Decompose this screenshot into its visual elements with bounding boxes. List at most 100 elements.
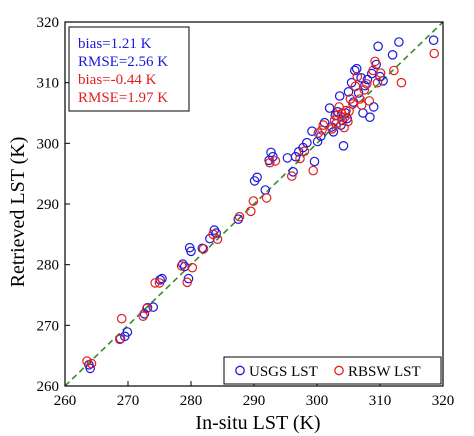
data-point bbox=[354, 94, 365, 104]
data-point bbox=[356, 73, 366, 83]
data-point bbox=[234, 211, 245, 222]
data-point bbox=[186, 246, 196, 257]
data-point bbox=[288, 167, 298, 177]
axes-layer: 260 270 280 290 300 310 320 260 270 280 290 300 310 3… bbox=[37, 15, 455, 409]
x-tick-label: 280 bbox=[180, 393, 203, 409]
data-point bbox=[349, 65, 360, 76]
data-point bbox=[178, 259, 188, 269]
x-axis-label: In-situ LST (K) bbox=[195, 412, 320, 434]
data-point bbox=[148, 302, 158, 312]
data-point bbox=[209, 225, 220, 235]
data-point bbox=[352, 71, 363, 82]
x-tick-label: 290 bbox=[243, 393, 266, 409]
data-point bbox=[307, 126, 317, 136]
data-point bbox=[375, 68, 386, 78]
data-point bbox=[150, 278, 160, 288]
data-point bbox=[115, 334, 125, 345]
data-point bbox=[429, 48, 439, 59]
data-point bbox=[299, 146, 310, 156]
data-point bbox=[364, 96, 375, 106]
legend-label-rbsw: RBSW LST bbox=[348, 364, 421, 380]
y-tick-label: 300 bbox=[37, 136, 60, 152]
x-tick-label: 310 bbox=[369, 393, 392, 409]
data-point bbox=[138, 311, 148, 321]
data-point bbox=[373, 41, 383, 52]
x-tick-label: 260 bbox=[54, 393, 77, 409]
data-point bbox=[360, 80, 370, 91]
data-point bbox=[182, 277, 192, 288]
data-point bbox=[389, 65, 399, 76]
data-point bbox=[266, 147, 276, 158]
data-point bbox=[187, 262, 198, 273]
data-point bbox=[334, 91, 345, 101]
data-point bbox=[270, 156, 281, 166]
data-point bbox=[139, 308, 150, 319]
data-point bbox=[338, 141, 349, 151]
data-point bbox=[359, 85, 370, 95]
y-axis-label: Retrieved LST (K) bbox=[7, 137, 29, 288]
data-point bbox=[345, 94, 356, 104]
data-point bbox=[212, 234, 223, 244]
data-point bbox=[356, 100, 367, 110]
y-tick-label: 290 bbox=[37, 197, 60, 213]
data-point bbox=[154, 278, 165, 288]
data-point bbox=[331, 119, 341, 129]
y-tick-label: 280 bbox=[37, 258, 60, 274]
stats-usgs-bias: bias=1.21 K bbox=[78, 36, 152, 52]
x-tick-label: 300 bbox=[306, 393, 329, 409]
data-point bbox=[387, 49, 398, 60]
data-point bbox=[198, 244, 209, 254]
data-point bbox=[246, 206, 256, 217]
data-point bbox=[308, 165, 318, 176]
stats-box-frame bbox=[68, 26, 190, 112]
data-point bbox=[428, 35, 439, 45]
legend-marker-usgs bbox=[235, 365, 245, 376]
data-point bbox=[394, 37, 404, 47]
x-tick-label: 270 bbox=[117, 393, 140, 409]
data-point bbox=[317, 125, 327, 135]
data-point bbox=[372, 77, 383, 88]
data-point bbox=[286, 171, 297, 181]
data-point bbox=[261, 193, 272, 203]
data-point bbox=[361, 79, 372, 89]
data-point bbox=[318, 120, 329, 130]
data-point bbox=[396, 77, 407, 88]
data-point bbox=[142, 303, 152, 314]
data-point bbox=[344, 106, 354, 116]
series-rbsw-lst bbox=[82, 48, 439, 369]
x-tick-label: 320 bbox=[432, 393, 455, 409]
stats-rbsw-rmse: RMSE=1.97 K bbox=[78, 90, 168, 106]
legend-frame bbox=[223, 356, 442, 385]
data-point bbox=[86, 358, 97, 369]
points-layer bbox=[82, 35, 439, 374]
data-point bbox=[350, 81, 361, 92]
data-point bbox=[82, 356, 92, 366]
stats-box: bias=1.21 K RMSE=2.56 K bias=-0.44 K RMS… bbox=[68, 26, 190, 112]
data-point bbox=[324, 103, 335, 113]
legend: USGS LST RBSW LST bbox=[223, 356, 442, 385]
data-point bbox=[290, 151, 301, 162]
data-point bbox=[116, 313, 127, 324]
data-point bbox=[264, 157, 275, 168]
data-point bbox=[295, 153, 305, 164]
y-tick-label: 270 bbox=[37, 318, 60, 334]
data-point bbox=[302, 137, 312, 148]
data-point bbox=[309, 156, 320, 167]
y-tick-label: 260 bbox=[37, 379, 60, 395]
data-point bbox=[315, 131, 326, 141]
stats-rbsw-bias: bias=-0.44 K bbox=[78, 72, 157, 88]
data-point bbox=[252, 172, 262, 183]
data-point bbox=[365, 112, 375, 122]
stats-usgs-rmse: RMSE=2.56 K bbox=[78, 54, 168, 70]
legend-marker-rbsw bbox=[334, 365, 344, 376]
legend-label-usgs: USGS LST bbox=[249, 364, 318, 380]
data-point bbox=[176, 261, 187, 271]
y-tick-label: 320 bbox=[37, 15, 60, 31]
data-point bbox=[343, 87, 354, 97]
data-point bbox=[122, 327, 133, 337]
data-point bbox=[370, 56, 380, 67]
reference-line-1-to-1 bbox=[64, 21, 444, 387]
data-point bbox=[248, 196, 259, 206]
y-tick-label: 310 bbox=[37, 76, 60, 92]
